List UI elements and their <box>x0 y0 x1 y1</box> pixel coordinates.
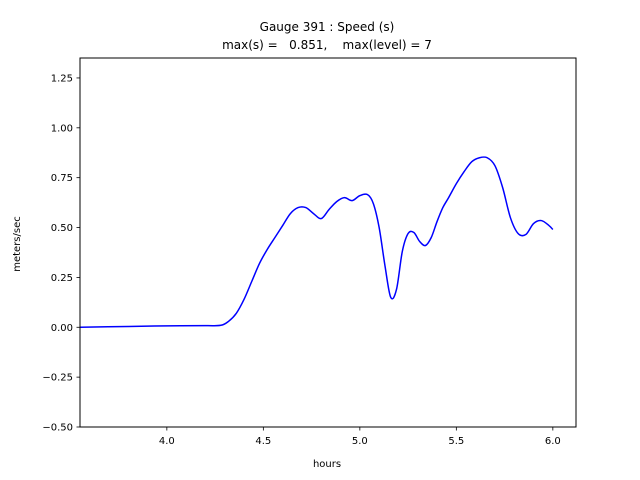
speed-series-line <box>80 156 554 329</box>
plot-frame <box>79 57 577 428</box>
y-tick-label: 1.00 <box>51 123 73 134</box>
y-axis-label: meters/sec <box>12 216 23 272</box>
y-tick-label: 0.50 <box>51 223 73 234</box>
x-tick-label: 5.0 <box>352 436 368 447</box>
y-tick-label: 0.00 <box>51 323 73 334</box>
x-tick-label: 5.5 <box>448 436 464 447</box>
y-tick-label: −0.50 <box>42 423 73 434</box>
y-tick-label: 0.25 <box>51 273 73 284</box>
y-tick-label: 1.25 <box>51 73 73 84</box>
y-tick-label: 0.75 <box>51 173 73 184</box>
plot-content <box>80 156 554 329</box>
y-tick-label: −0.25 <box>42 373 73 384</box>
chart-title: Gauge 391 : Speed (s) <box>260 20 395 34</box>
x-tick-label: 6.0 <box>545 436 561 447</box>
x-axis-ticks: 4.0 4.5 5.0 5.5 6.0 <box>159 427 561 447</box>
y-axis-ticks: −0.50 −0.25 0.00 0.25 0.50 0.75 1.00 1.25 <box>42 73 80 434</box>
x-tick-label: 4.5 <box>255 436 271 447</box>
x-axis-label: hours <box>313 459 341 470</box>
x-tick-label: 4.0 <box>159 436 175 447</box>
chart-subtitle: max(s) = 0.851, max(level) = 7 <box>222 38 432 52</box>
